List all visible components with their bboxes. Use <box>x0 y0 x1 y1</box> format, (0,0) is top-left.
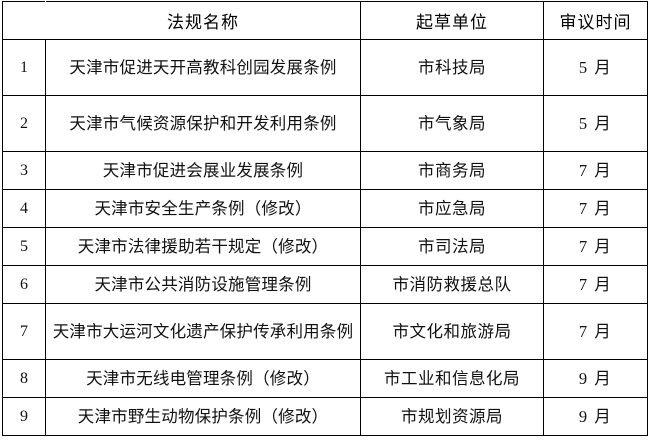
table-row: 9 天津市野生动物保护条例（修改） 市规划资源局 9 月 <box>2 397 648 436</box>
row-review-time: 7 月 <box>543 303 648 360</box>
row-drafting-unit: 市规划资源局 <box>360 397 544 436</box>
regulation-name-text: 天津市无线电管理条例（修改） <box>86 368 320 388</box>
header-review-time: 审议时间 <box>543 1 648 40</box>
header-drafting-unit: 起草单位 <box>360 1 544 40</box>
row-drafting-unit: 市商务局 <box>360 151 544 190</box>
row-review-time: 7 月 <box>543 227 648 266</box>
regulation-name-text: 天津市法律援助若干规定（修改） <box>77 236 329 256</box>
table-row: 2 天津市气候资源保护和开发利用条例 市气象局 5 月 <box>2 95 648 152</box>
regulation-name-text: 天津市安全生产条例（修改） <box>94 198 312 218</box>
row-index: 3 <box>2 151 46 190</box>
table-row: 1 天津市促进天开高教科创园发展条例 市科技局 5 月 <box>2 39 648 96</box>
row-index: 4 <box>2 189 46 228</box>
table-row: 4 天津市安全生产条例（修改） 市应急局 7 月 <box>2 189 648 228</box>
table-body: 1 天津市促进天开高教科创园发展条例 市科技局 5 月 2 天津市气候资源保护和… <box>2 39 648 436</box>
regulation-name-text: 天津市大运河文化遗产保护传承利用条例 <box>52 321 354 341</box>
row-regulation-name: 天津市大运河文化遗产保护传承利用条例 <box>45 303 361 360</box>
row-review-time: 9 月 <box>543 359 648 398</box>
row-drafting-unit: 市应急局 <box>360 189 544 228</box>
row-index: 6 <box>2 265 46 304</box>
row-regulation-name: 天津市促进天开高教科创园发展条例 <box>45 39 361 96</box>
row-review-time: 7 月 <box>543 151 648 190</box>
header-regulation-name: 法规名称 <box>45 1 361 40</box>
regulation-name-text: 天津市气候资源保护和开发利用条例 <box>69 113 337 133</box>
row-regulation-name: 天津市促进会展业发展条例 <box>45 151 361 190</box>
row-regulation-name: 天津市气候资源保护和开发利用条例 <box>45 95 361 152</box>
row-review-time: 7 月 <box>543 265 648 304</box>
table-row: 6 天津市公共消防设施管理条例 市消防救援总队 7 月 <box>2 265 648 304</box>
row-drafting-unit: 市文化和旅游局 <box>360 303 544 360</box>
row-drafting-unit: 市工业和信息化局 <box>360 359 544 398</box>
table-header: 法规名称 起草单位 审议时间 <box>2 1 648 40</box>
regulation-name-text: 天津市公共消防设施管理条例 <box>94 274 312 294</box>
row-regulation-name: 天津市野生动物保护条例（修改） <box>45 397 361 436</box>
row-regulation-name: 天津市公共消防设施管理条例 <box>45 265 361 304</box>
row-index: 9 <box>2 397 46 436</box>
row-index: 8 <box>2 359 46 398</box>
row-regulation-name: 天津市无线电管理条例（修改） <box>45 359 361 398</box>
regulation-name-text: 天津市促进天开高教科创园发展条例 <box>69 57 337 77</box>
regulation-name-text: 天津市野生动物保护条例（修改） <box>77 406 329 426</box>
table-row: 3 天津市促进会展业发展条例 市商务局 7 月 <box>2 151 648 190</box>
row-review-time: 7 月 <box>543 189 648 228</box>
row-drafting-unit: 市气象局 <box>360 95 544 152</box>
table-row: 5 天津市法律援助若干规定（修改） 市司法局 7 月 <box>2 227 648 266</box>
row-index: 1 <box>2 39 46 96</box>
row-index: 5 <box>2 227 46 266</box>
row-drafting-unit: 市消防救援总队 <box>360 265 544 304</box>
table-row: 7 天津市大运河文化遗产保护传承利用条例 市文化和旅游局 7 月 <box>2 303 648 360</box>
row-index: 7 <box>2 303 46 360</box>
row-review-time: 9 月 <box>543 397 648 436</box>
row-index: 2 <box>2 95 46 152</box>
regulation-name-text: 天津市促进会展业发展条例 <box>102 160 304 180</box>
row-regulation-name: 天津市安全生产条例（修改） <box>45 189 361 228</box>
row-drafting-unit: 市科技局 <box>360 39 544 96</box>
row-review-time: 5 月 <box>543 39 648 96</box>
row-review-time: 5 月 <box>543 95 648 152</box>
row-regulation-name: 天津市法律援助若干规定（修改） <box>45 227 361 266</box>
row-drafting-unit: 市司法局 <box>360 227 544 266</box>
header-index <box>2 1 46 40</box>
header-row: 法规名称 起草单位 审议时间 <box>2 1 648 40</box>
table-row: 8 天津市无线电管理条例（修改） 市工业和信息化局 9 月 <box>2 359 648 398</box>
